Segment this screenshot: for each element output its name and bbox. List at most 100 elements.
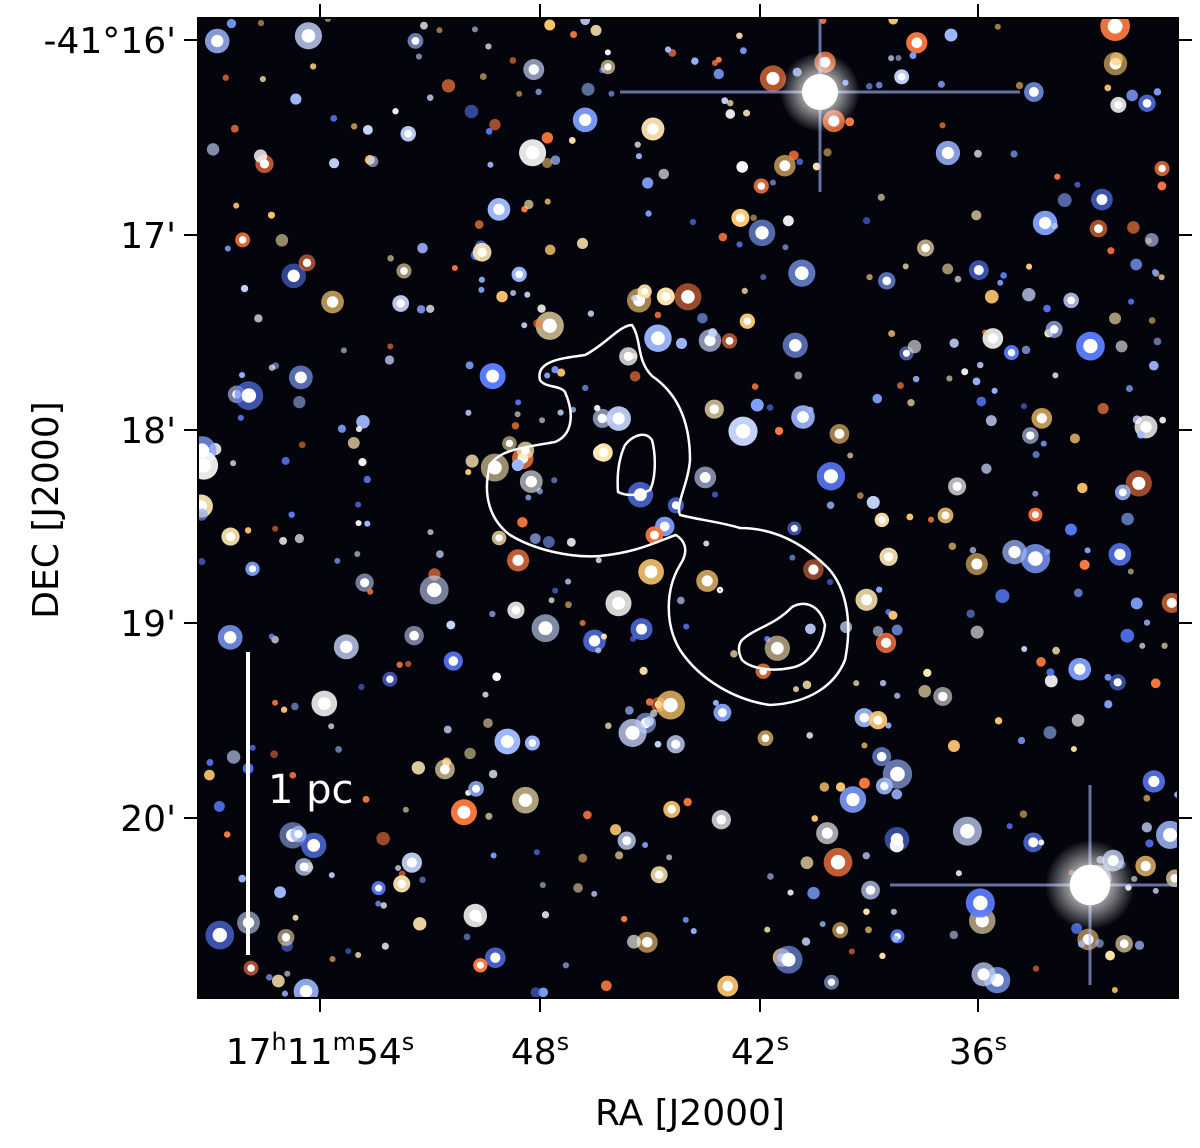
star xyxy=(329,158,340,169)
star xyxy=(1110,52,1124,66)
star-core xyxy=(404,129,413,138)
star xyxy=(1021,646,1028,653)
star-core xyxy=(1038,216,1052,230)
sky-image xyxy=(198,18,1178,998)
star xyxy=(1070,746,1077,753)
star xyxy=(1006,823,1013,830)
star-core xyxy=(766,71,780,85)
inner-contour xyxy=(737,602,827,671)
star xyxy=(1097,402,1109,415)
star xyxy=(650,709,658,717)
star xyxy=(226,750,241,764)
star xyxy=(254,314,263,323)
star-core xyxy=(505,439,514,448)
star-core xyxy=(661,291,671,301)
y-tick-label: 17' xyxy=(120,216,176,257)
star xyxy=(517,517,528,528)
bright-star-core xyxy=(802,74,838,110)
star xyxy=(620,915,628,923)
star xyxy=(894,692,901,699)
star xyxy=(233,202,240,209)
star xyxy=(939,122,946,129)
star xyxy=(362,124,373,135)
star xyxy=(1043,304,1051,313)
star xyxy=(664,46,672,53)
star xyxy=(995,589,1010,604)
star xyxy=(1051,222,1059,230)
star xyxy=(631,294,638,302)
star xyxy=(490,852,497,859)
star xyxy=(862,852,870,860)
star xyxy=(347,436,360,449)
star-core xyxy=(641,936,653,948)
star xyxy=(891,789,903,800)
star xyxy=(415,53,423,60)
star-core xyxy=(538,621,553,636)
star-core xyxy=(1074,663,1086,675)
star xyxy=(1130,597,1143,610)
star xyxy=(237,414,244,421)
contours xyxy=(485,323,850,707)
star xyxy=(718,232,728,242)
star xyxy=(367,155,379,168)
inner-contour xyxy=(616,433,656,497)
star xyxy=(253,149,268,163)
star xyxy=(471,26,478,33)
star xyxy=(937,80,945,88)
star-core xyxy=(302,258,312,268)
star xyxy=(794,371,803,380)
star xyxy=(600,980,612,992)
star xyxy=(677,596,685,605)
star-core xyxy=(846,792,860,807)
star-core xyxy=(1118,488,1127,497)
star xyxy=(376,831,390,846)
x-tick-label: 36s xyxy=(949,1028,1007,1073)
star xyxy=(542,536,555,548)
star xyxy=(542,157,553,169)
star xyxy=(568,136,576,144)
star xyxy=(1032,965,1040,972)
star xyxy=(1052,646,1060,655)
star-core xyxy=(971,558,983,570)
bright-star-core xyxy=(1069,864,1111,906)
x-tick-label: 42s xyxy=(731,1028,789,1073)
star-core xyxy=(281,933,291,942)
star xyxy=(565,578,572,585)
star xyxy=(230,124,239,133)
star xyxy=(1127,221,1140,234)
star-core xyxy=(725,337,734,345)
star xyxy=(610,824,622,836)
star xyxy=(1077,940,1086,948)
star xyxy=(570,30,578,39)
star xyxy=(1069,433,1080,444)
star xyxy=(426,304,435,313)
star xyxy=(478,276,485,283)
star-core xyxy=(743,317,752,326)
star xyxy=(961,368,969,376)
star-core xyxy=(654,870,664,880)
star-core xyxy=(701,575,713,587)
y-tick-label: -41°16' xyxy=(43,21,176,62)
star-core xyxy=(439,764,450,775)
star xyxy=(1017,736,1026,745)
star xyxy=(420,21,428,30)
star-core xyxy=(448,656,459,666)
star xyxy=(713,68,724,80)
star-core xyxy=(757,182,766,190)
star-core xyxy=(1026,431,1035,440)
star xyxy=(292,914,299,921)
star xyxy=(521,322,528,329)
star xyxy=(446,620,456,630)
star xyxy=(530,987,541,998)
star xyxy=(427,529,434,536)
star xyxy=(948,542,957,551)
star xyxy=(289,771,297,779)
star-core xyxy=(667,805,676,814)
star xyxy=(736,161,749,173)
star xyxy=(281,456,290,465)
star-core xyxy=(375,884,383,892)
star xyxy=(820,18,827,24)
star-core xyxy=(1049,325,1059,334)
star-core xyxy=(722,980,733,992)
star-core xyxy=(457,805,471,819)
